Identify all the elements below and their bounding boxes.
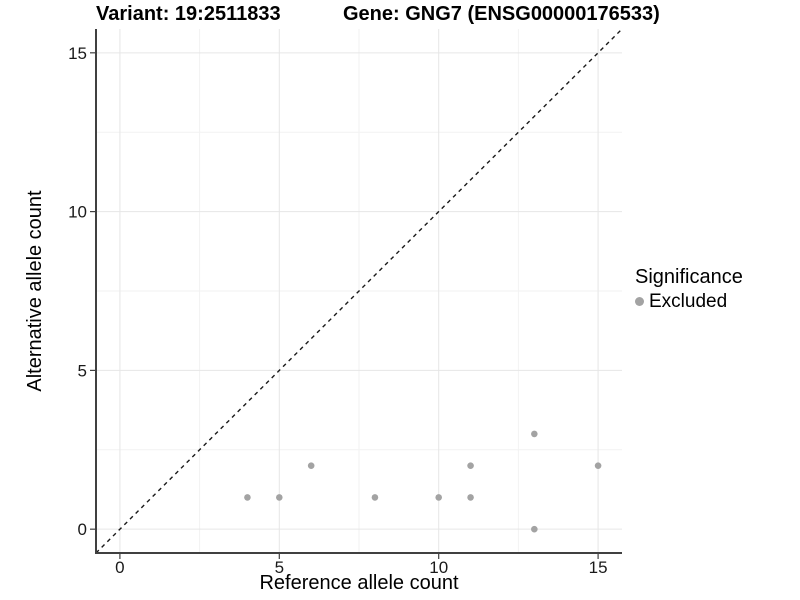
legend-point-marker-icon	[635, 297, 644, 306]
legend: Significance Excluded	[635, 266, 743, 312]
y-axis-title: Alternative allele count	[24, 190, 46, 392]
data-point	[467, 462, 474, 469]
y-tick-label: 15	[68, 44, 87, 63]
data-point	[276, 494, 283, 501]
data-point	[531, 525, 538, 533]
identity-line	[95, 28, 623, 554]
data-point	[594, 462, 602, 469]
plot-title-variant: Variant: 19:2511833	[96, 3, 281, 25]
y-tick-label: 5	[78, 361, 87, 380]
data-point	[435, 494, 442, 501]
data-point	[307, 462, 315, 469]
y-tick-label: 0	[78, 520, 87, 539]
data-point	[531, 430, 538, 438]
x-tick-label: 5	[275, 558, 284, 577]
x-tick-label: 10	[429, 558, 448, 577]
legend-item-label: Excluded	[649, 291, 728, 312]
x-tick-label: 0	[115, 558, 124, 577]
legend-title: Significance	[635, 266, 743, 288]
data-point	[467, 494, 474, 501]
data-point	[244, 494, 251, 501]
x-tick-label: 15	[589, 558, 608, 577]
legend-item-excluded: Excluded	[635, 291, 743, 312]
plot-title-gene: Gene: GNG7 (ENSG00000176533)	[343, 3, 660, 25]
y-tick-label: 10	[68, 203, 87, 222]
data-point	[371, 494, 379, 501]
x-axis-title: Reference allele count	[259, 572, 459, 594]
